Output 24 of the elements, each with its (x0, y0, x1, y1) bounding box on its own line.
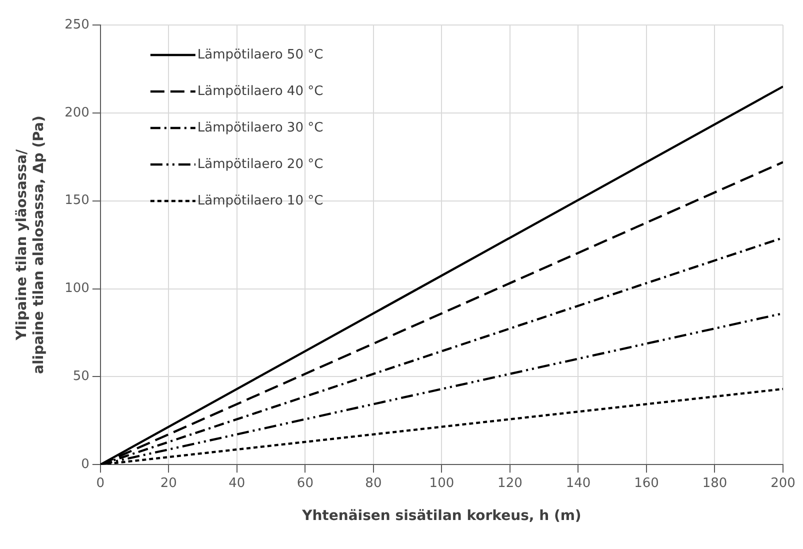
legend-label: Lämpötilaero 50 °C (197, 47, 324, 62)
y-tick-label: 100 (64, 281, 90, 296)
legend-label: Lämpötilaero 20 °C (197, 156, 324, 172)
y-tick-label: 250 (64, 17, 90, 32)
y-tick-label: 200 (64, 105, 90, 120)
y-tick-label: 50 (72, 369, 90, 384)
legend-label: Lämpötilaero 10 °C (197, 193, 324, 208)
legend-label: Lämpötilaero 40 °C (197, 84, 324, 99)
x-tick-label: 180 (702, 476, 728, 491)
x-tick-label: 60 (296, 476, 314, 491)
x-tick-label: 140 (566, 476, 591, 491)
y-axis-title: Ylipaine tilan yläosassa/ alipaine tilan alalosassa, Δp (Pa) (14, 116, 47, 374)
x-tick-label: 160 (634, 476, 659, 491)
x-tick-label: 120 (498, 476, 522, 491)
x-tick-label: 20 (160, 476, 177, 491)
x-tick-label: 80 (365, 476, 382, 491)
y-tick-label: 0 (81, 456, 90, 472)
x-axis-title: Yhtenäisen sisätilan korkeus, h (m) (301, 508, 582, 524)
x-tick-label: 0 (96, 476, 105, 491)
x-tick-label: 200 (770, 476, 796, 491)
x-tick-label: 40 (228, 476, 246, 491)
x-tick-label: 100 (429, 476, 454, 491)
y-tick-label: 150 (64, 193, 90, 208)
legend-label: Lämpötilaero 30 °C (197, 120, 324, 136)
